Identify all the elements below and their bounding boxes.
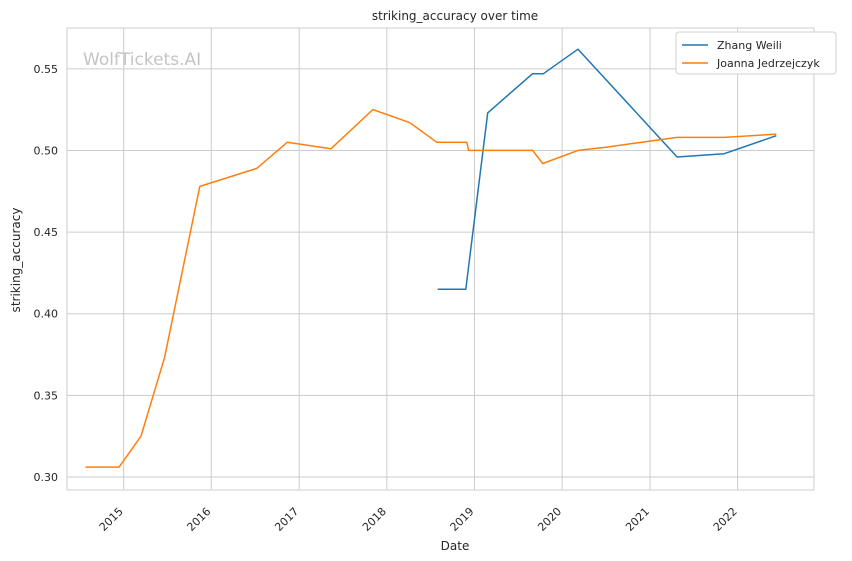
series-line-joanna-jedrzejczyk: [85, 108, 777, 468]
y-tick-label: 0.35: [34, 389, 59, 402]
legend: Zhang Weili Joanna Jedrzejczyk: [675, 31, 837, 75]
series-line-zhang-weili: [437, 48, 777, 290]
plot-frame: [66, 27, 815, 491]
y-tick-label: 0.40: [34, 308, 59, 321]
y-axis-label: striking_accuracy: [9, 208, 23, 313]
y-tick-label: 0.45: [34, 226, 59, 239]
legend-box: [675, 31, 837, 75]
y-axis-ticks: 0.30 0.35 0.40 0.45 0.50 0.55: [34, 63, 59, 484]
legend-label-zhang-weili: Zhang Weili: [717, 39, 782, 52]
y-tick-label: 0.30: [34, 471, 59, 484]
chart-title: striking_accuracy over time: [372, 9, 538, 23]
series-layer: [85, 48, 777, 468]
grid: [67, 28, 814, 490]
y-tick-label: 0.50: [34, 144, 59, 157]
x-axis-label: Date: [441, 539, 470, 553]
legend-label-joanna-jedrzejczyk: Joanna Jedrzejczyk: [716, 57, 820, 70]
watermark-text: WolfTickets.AI: [83, 50, 201, 70]
y-tick-label: 0.55: [34, 63, 59, 76]
